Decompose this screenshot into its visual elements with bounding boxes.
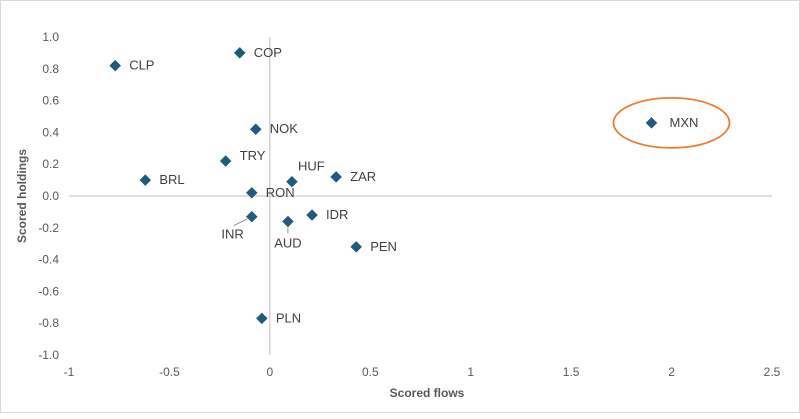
point-label-ron: RON xyxy=(266,185,295,200)
data-point-pln xyxy=(255,312,269,325)
data-point-clp xyxy=(108,59,122,72)
point-label-cop: COP xyxy=(254,45,282,60)
data-point-pen xyxy=(349,240,363,254)
x-axis-title: Scored flows xyxy=(390,386,465,400)
point-label-mxn: MXN xyxy=(669,115,698,130)
data-point-zar xyxy=(329,170,343,184)
point-label-inr: INR xyxy=(221,227,243,242)
point-label-idr: IDR xyxy=(326,207,348,222)
y-tick-labels: 1.0 0.8 0.6 0.4 0.2 0.0 -0.2 -0.4 -0.6 -0.8 -1.0 xyxy=(38,30,59,362)
y-tick-label: -0.6 xyxy=(38,284,59,298)
point-label-pln: PLN xyxy=(276,310,301,325)
x-tick-label: 0 xyxy=(267,365,274,379)
data-point-brl xyxy=(138,173,152,187)
axes xyxy=(69,37,772,355)
data-points: CLP COP NOK TRY BRL HUF ZAR RON INR AUD IDR PEN PLN M… xyxy=(108,45,698,325)
y-tick-label: 1.0 xyxy=(42,30,59,44)
y-tick-label: -1.0 xyxy=(38,348,59,362)
x-tick-label: -1 xyxy=(64,365,75,379)
x-tick-label: -0.5 xyxy=(159,365,180,379)
point-label-try: TRY xyxy=(240,148,266,163)
y-tick-label: -0.8 xyxy=(38,316,59,330)
leader-line xyxy=(233,218,248,227)
data-point-aud xyxy=(281,215,295,228)
y-tick-label: -0.4 xyxy=(38,253,59,267)
data-point-inr xyxy=(245,210,259,224)
y-tick-label: 0.8 xyxy=(42,62,59,76)
y-axis-title: Scored holdings xyxy=(15,149,29,243)
x-tick-labels: -1 -0.5 0 0.5 1 1.5 2 2.5 xyxy=(64,365,781,379)
point-label-zar: ZAR xyxy=(350,169,376,184)
data-point-cop xyxy=(233,46,247,60)
point-label-clp: CLP xyxy=(129,58,154,73)
y-tick-label: 0.2 xyxy=(42,157,59,171)
data-point-try xyxy=(219,154,233,168)
y-tick-label: 0.4 xyxy=(42,125,59,139)
data-point-nok xyxy=(249,122,263,136)
data-point-idr xyxy=(305,208,319,222)
highlight-ellipse xyxy=(612,96,731,149)
point-label-brl: BRL xyxy=(159,172,184,187)
point-label-nok: NOK xyxy=(270,121,299,136)
y-tick-label: 0.6 xyxy=(42,94,59,108)
y-tick-label: 0.0 xyxy=(42,189,59,203)
x-tick-label: 1.5 xyxy=(563,365,580,379)
x-tick-label: 2.5 xyxy=(764,365,781,379)
data-point-mxn xyxy=(645,116,658,130)
highlight-layer xyxy=(612,96,731,149)
x-tick-label: 2 xyxy=(668,365,675,379)
x-tick-label: 1 xyxy=(467,365,474,379)
point-label-aud: AUD xyxy=(274,235,301,250)
x-tick-label: 0.5 xyxy=(362,365,379,379)
y-tick-label: -0.2 xyxy=(38,221,59,235)
point-label-huf: HUF xyxy=(298,159,325,174)
point-label-pen: PEN xyxy=(370,239,397,254)
data-point-ron xyxy=(245,186,259,200)
data-point-huf xyxy=(285,175,299,189)
